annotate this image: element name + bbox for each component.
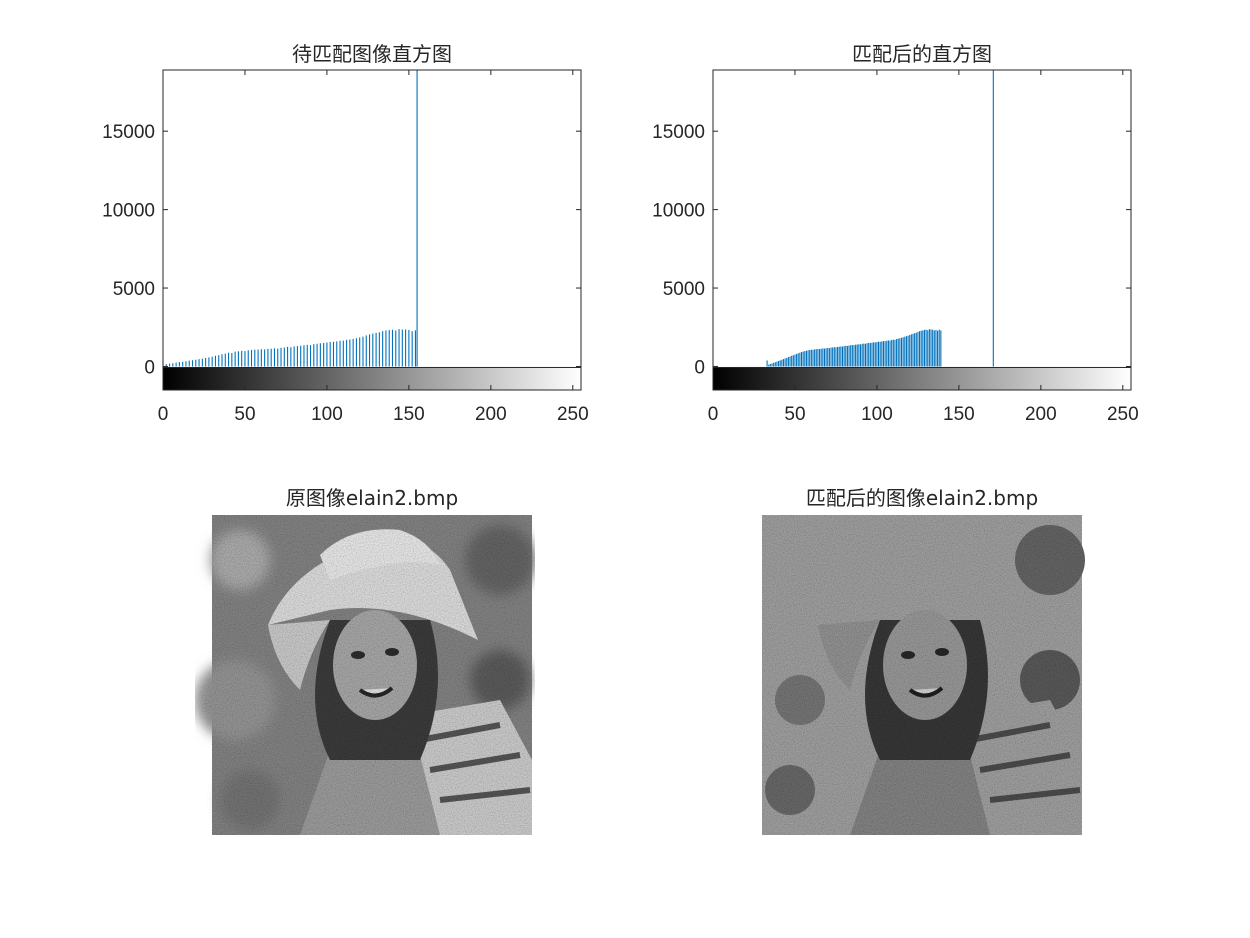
portrait-photo-icon xyxy=(195,515,535,835)
y-tick-label: 15000 xyxy=(102,122,155,143)
chart-title: 匹配后的直方图 xyxy=(852,42,992,66)
image-panel-matched: 匹配后的图像elain2.bmp xyxy=(762,486,1085,835)
x-tick-label: 0 xyxy=(708,404,719,425)
x-tick-label: 200 xyxy=(475,404,507,425)
histogram-panel-matched: 匹配后的直方图 0 50 100 150 200 250 0 5000 10000 15000 xyxy=(652,42,1138,425)
x-tick-label: 200 xyxy=(1025,404,1057,425)
image-panel-original: 原图像elain2.bmp xyxy=(195,486,535,835)
histogram-panel-original: 待匹配图像直方图 0 50 100 150 200 250 0 5000 10000 15000 xyxy=(102,42,588,425)
grayscale-colorbar xyxy=(712,366,1132,391)
image-title: 原图像elain2.bmp xyxy=(286,486,458,510)
grayscale-colorbar xyxy=(162,366,582,391)
y-tick-label: 0 xyxy=(144,357,155,378)
x-tick-label: 50 xyxy=(234,404,255,425)
y-tick-label: 15000 xyxy=(652,122,705,143)
axes-frame xyxy=(712,69,1132,391)
axes-frame xyxy=(162,69,582,391)
axis-ticks: 0 50 100 150 200 250 0 5000 10000 15000 xyxy=(652,70,1139,425)
x-tick-label: 250 xyxy=(557,404,589,425)
image-title: 匹配后的图像elain2.bmp xyxy=(806,486,1038,510)
x-tick-label: 50 xyxy=(784,404,805,425)
y-tick-label: 5000 xyxy=(113,279,155,300)
x-tick-label: 100 xyxy=(861,404,893,425)
y-tick-label: 10000 xyxy=(102,201,155,222)
y-tick-label: 0 xyxy=(694,357,705,378)
y-tick-label: 5000 xyxy=(663,279,705,300)
x-tick-label: 250 xyxy=(1107,404,1139,425)
x-tick-label: 0 xyxy=(158,404,169,425)
histogram-bars xyxy=(162,70,418,367)
portrait-photo-icon xyxy=(762,515,1085,835)
y-tick-label: 10000 xyxy=(652,201,705,222)
axis-ticks: 0 50 100 150 200 250 0 5000 10000 15000 xyxy=(102,70,589,425)
chart-title: 待匹配图像直方图 xyxy=(292,42,452,66)
x-tick-label: 150 xyxy=(943,404,975,425)
x-tick-label: 100 xyxy=(311,404,343,425)
x-tick-label: 150 xyxy=(393,404,425,425)
histogram-bars xyxy=(766,70,994,367)
